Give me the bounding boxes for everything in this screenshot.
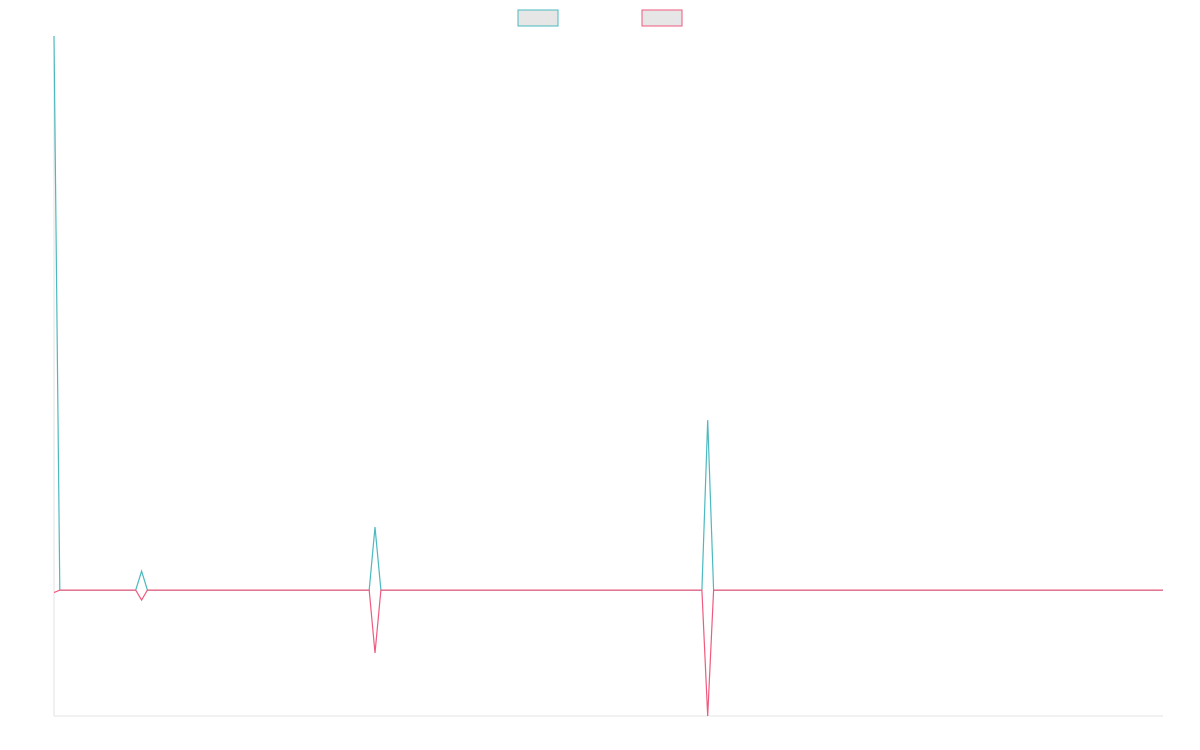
chart-axes <box>53 36 1163 717</box>
series-line-2 <box>53 589 1163 717</box>
series-line-1 <box>53 35 1163 591</box>
legend-swatch-2[interactable] <box>641 9 683 27</box>
legend-swatch-1[interactable] <box>517 9 559 27</box>
chart-series-lines <box>53 35 1163 717</box>
chart-legend[interactable] <box>517 9 683 27</box>
